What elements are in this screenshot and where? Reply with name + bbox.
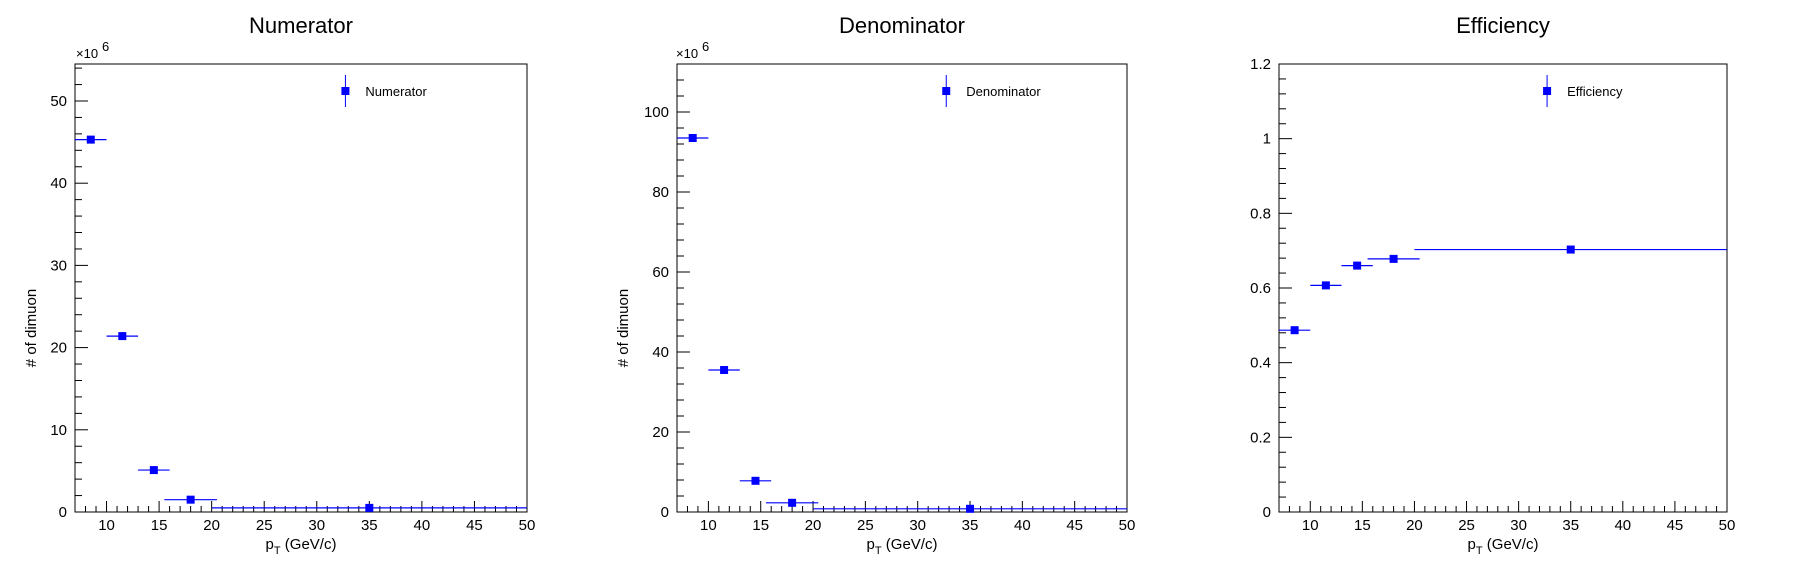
x-tick-label: 30 xyxy=(1510,517,1527,534)
x-tick-label: 35 xyxy=(962,517,979,534)
y-tick-label: 20 xyxy=(50,340,67,357)
x-axis-title-main: p xyxy=(867,536,875,553)
data-point xyxy=(751,476,760,485)
x-tick-label: 40 xyxy=(1014,517,1031,534)
data-point xyxy=(118,332,127,341)
y-tick-label: 0.4 xyxy=(1250,355,1271,372)
y-tick-label: 40 xyxy=(652,344,669,361)
y-axis-title-1: # of dimuon xyxy=(615,289,632,367)
data-point xyxy=(788,498,797,507)
data-point xyxy=(186,495,195,504)
x-tick-label: 25 xyxy=(857,517,874,534)
x-axis-title-main: p xyxy=(1468,536,1476,553)
data-point xyxy=(1321,281,1330,290)
x-tick-label: 35 xyxy=(361,517,378,534)
x-tick-label: 10 xyxy=(1302,517,1319,534)
data-point xyxy=(1353,261,1362,270)
y-tick-label: 0 xyxy=(59,504,67,521)
x-tick-label: 20 xyxy=(805,517,822,534)
x-tick-label: 15 xyxy=(1354,517,1371,534)
plot-frame-0 xyxy=(74,63,528,513)
y-tick-label: 0.8 xyxy=(1250,205,1271,222)
x-tick-label: 15 xyxy=(752,517,769,534)
data-point xyxy=(720,366,729,374)
x-tick-label: 50 xyxy=(1119,517,1136,534)
x-tick-label: 40 xyxy=(1614,517,1631,534)
x-tick-label: 35 xyxy=(1562,517,1579,534)
legend-box-0 xyxy=(331,68,515,116)
legend-marker xyxy=(1543,87,1552,95)
x-tick-label: 10 xyxy=(700,517,717,534)
x-tick-label: 40 xyxy=(414,517,431,534)
y-tick-label: 30 xyxy=(50,257,67,274)
y-exponent-power-1: 6 xyxy=(702,39,709,54)
y-tick-label: 0 xyxy=(661,504,669,521)
x-axis-title-units: (GeV/c) xyxy=(882,536,938,553)
x-tick-label: 50 xyxy=(519,517,536,534)
x-tick-label: 25 xyxy=(1458,517,1475,534)
y-tick-label: 10 xyxy=(50,422,67,439)
data-point xyxy=(1566,245,1575,254)
x-axis-title-0: pT (GeV/c) xyxy=(266,536,337,557)
y-tick-label: 50 xyxy=(50,93,67,110)
x-tick-label: 30 xyxy=(909,517,926,534)
y-tick-label: 40 xyxy=(50,175,67,192)
y-exponent-label-1: ×10 xyxy=(676,46,698,61)
y-exponent-power-0: 6 xyxy=(102,39,109,54)
chart-title-2: Efficiency xyxy=(1456,13,1550,38)
y-tick-label: 0.2 xyxy=(1250,429,1271,446)
chart-title-1: Denominator xyxy=(839,13,965,38)
legend-label: Numerator xyxy=(365,84,427,99)
data-point xyxy=(86,135,95,144)
legend-box-1 xyxy=(932,68,1115,116)
y-tick-label: 0.6 xyxy=(1250,280,1271,297)
y-tick-label: 20 xyxy=(652,424,669,441)
data-point xyxy=(365,503,374,512)
y-tick-label: 1.2 xyxy=(1250,56,1271,73)
x-tick-label: 45 xyxy=(1066,517,1083,534)
legend-label: Denominator xyxy=(966,84,1041,99)
y-exponent-label-0: ×10 xyxy=(76,46,98,61)
legend-label: Efficiency xyxy=(1567,84,1623,99)
y-tick-label: 60 xyxy=(652,264,669,281)
legend-marker xyxy=(942,87,951,95)
plot-frame-1 xyxy=(676,63,1128,513)
x-tick-label: 50 xyxy=(1719,517,1736,534)
x-axis-title-2: pT (GeV/c) xyxy=(1468,536,1539,557)
x-tick-label: 20 xyxy=(203,517,220,534)
x-tick-label: 45 xyxy=(466,517,483,534)
x-axis-title-units: (GeV/c) xyxy=(281,536,337,553)
y-tick-label: 80 xyxy=(652,184,669,201)
x-tick-label: 15 xyxy=(151,517,168,534)
x-axis-title-1: pT (GeV/c) xyxy=(867,536,938,557)
data-point xyxy=(1389,254,1398,263)
x-axis-title-subscript: T xyxy=(1476,545,1483,557)
x-tick-label: 10 xyxy=(98,517,115,534)
x-axis-title-subscript: T xyxy=(274,545,281,557)
x-tick-label: 30 xyxy=(308,517,325,534)
chart-title-0: Numerator xyxy=(249,13,353,38)
x-axis-title-subscript: T xyxy=(875,545,882,557)
x-axis-title-main: p xyxy=(266,536,274,553)
plot-frame-2 xyxy=(1278,63,1728,513)
x-tick-label: 25 xyxy=(256,517,273,534)
y-tick-label: 0 xyxy=(1263,504,1271,521)
x-tick-label: 20 xyxy=(1406,517,1423,534)
legend-marker xyxy=(341,87,350,95)
y-tick-label: 1 xyxy=(1263,131,1271,148)
data-point xyxy=(688,134,697,142)
x-tick-label: 45 xyxy=(1667,517,1684,534)
y-tick-label: 100 xyxy=(644,104,669,121)
x-axis-title-units: (GeV/c) xyxy=(1483,536,1539,553)
y-axis-title-0: # of dimuon xyxy=(23,289,40,367)
data-point xyxy=(149,466,158,475)
legend-box-2 xyxy=(1533,68,1715,116)
data-point xyxy=(966,504,975,513)
data-point xyxy=(1290,326,1299,335)
